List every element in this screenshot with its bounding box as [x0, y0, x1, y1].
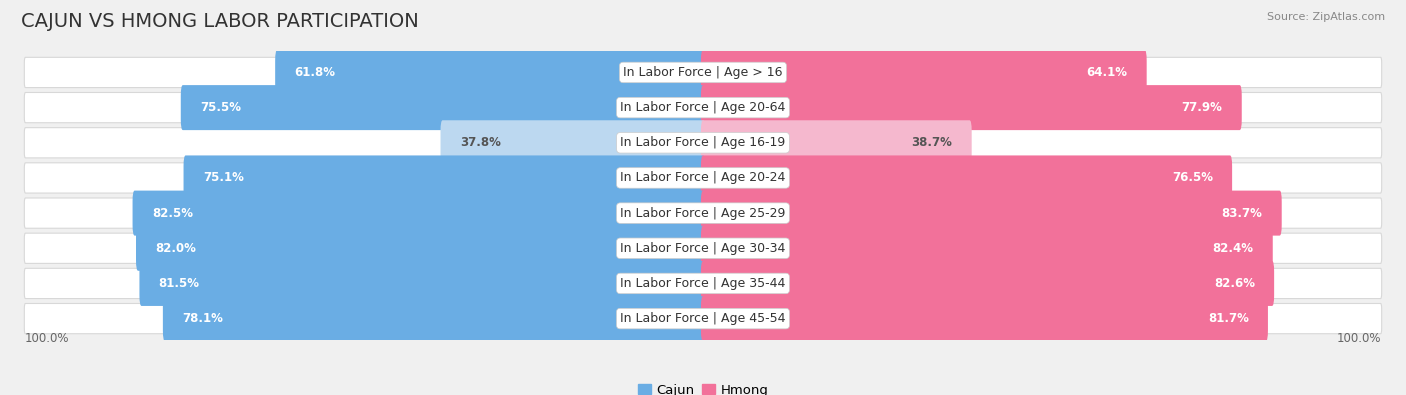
FancyBboxPatch shape [24, 268, 1382, 299]
FancyBboxPatch shape [24, 163, 1382, 193]
FancyBboxPatch shape [184, 156, 704, 200]
Text: 82.6%: 82.6% [1213, 277, 1254, 290]
FancyBboxPatch shape [24, 233, 1382, 263]
FancyBboxPatch shape [702, 261, 1274, 306]
Text: 82.4%: 82.4% [1212, 242, 1254, 255]
FancyBboxPatch shape [24, 92, 1382, 123]
FancyBboxPatch shape [702, 191, 1282, 235]
Text: 81.5%: 81.5% [159, 277, 200, 290]
Legend: Cajun, Hmong: Cajun, Hmong [637, 384, 769, 395]
FancyBboxPatch shape [702, 296, 1268, 341]
FancyBboxPatch shape [702, 120, 972, 165]
Text: 38.7%: 38.7% [911, 136, 952, 149]
Text: 78.1%: 78.1% [183, 312, 224, 325]
Text: In Labor Force | Age 45-54: In Labor Force | Age 45-54 [620, 312, 786, 325]
FancyBboxPatch shape [702, 50, 1147, 95]
Text: CAJUN VS HMONG LABOR PARTICIPATION: CAJUN VS HMONG LABOR PARTICIPATION [21, 12, 419, 31]
FancyBboxPatch shape [163, 296, 704, 341]
Text: In Labor Force | Age 25-29: In Labor Force | Age 25-29 [620, 207, 786, 220]
Text: 81.7%: 81.7% [1208, 312, 1249, 325]
Text: 61.8%: 61.8% [294, 66, 336, 79]
Text: 82.0%: 82.0% [155, 242, 197, 255]
Text: In Labor Force | Age 30-34: In Labor Force | Age 30-34 [620, 242, 786, 255]
Text: 75.1%: 75.1% [202, 171, 243, 184]
Text: In Labor Force | Age 16-19: In Labor Force | Age 16-19 [620, 136, 786, 149]
Text: 82.5%: 82.5% [152, 207, 193, 220]
Text: 75.5%: 75.5% [200, 101, 240, 114]
FancyBboxPatch shape [24, 57, 1382, 88]
FancyBboxPatch shape [132, 191, 704, 235]
Text: In Labor Force | Age 35-44: In Labor Force | Age 35-44 [620, 277, 786, 290]
Text: 100.0%: 100.0% [1337, 333, 1382, 346]
Text: 64.1%: 64.1% [1087, 66, 1128, 79]
FancyBboxPatch shape [440, 120, 704, 165]
Text: In Labor Force | Age > 16: In Labor Force | Age > 16 [623, 66, 783, 79]
Text: 76.5%: 76.5% [1171, 171, 1213, 184]
FancyBboxPatch shape [136, 226, 704, 271]
FancyBboxPatch shape [24, 128, 1382, 158]
FancyBboxPatch shape [24, 198, 1382, 228]
Text: 37.8%: 37.8% [460, 136, 501, 149]
FancyBboxPatch shape [181, 85, 704, 130]
FancyBboxPatch shape [702, 85, 1241, 130]
FancyBboxPatch shape [702, 226, 1272, 271]
Text: 77.9%: 77.9% [1181, 101, 1222, 114]
FancyBboxPatch shape [139, 261, 704, 306]
FancyBboxPatch shape [702, 156, 1232, 200]
Text: 100.0%: 100.0% [24, 333, 69, 346]
Text: In Labor Force | Age 20-64: In Labor Force | Age 20-64 [620, 101, 786, 114]
Text: Source: ZipAtlas.com: Source: ZipAtlas.com [1267, 12, 1385, 22]
FancyBboxPatch shape [276, 50, 704, 95]
Text: 83.7%: 83.7% [1222, 207, 1263, 220]
Text: In Labor Force | Age 20-24: In Labor Force | Age 20-24 [620, 171, 786, 184]
FancyBboxPatch shape [24, 303, 1382, 334]
